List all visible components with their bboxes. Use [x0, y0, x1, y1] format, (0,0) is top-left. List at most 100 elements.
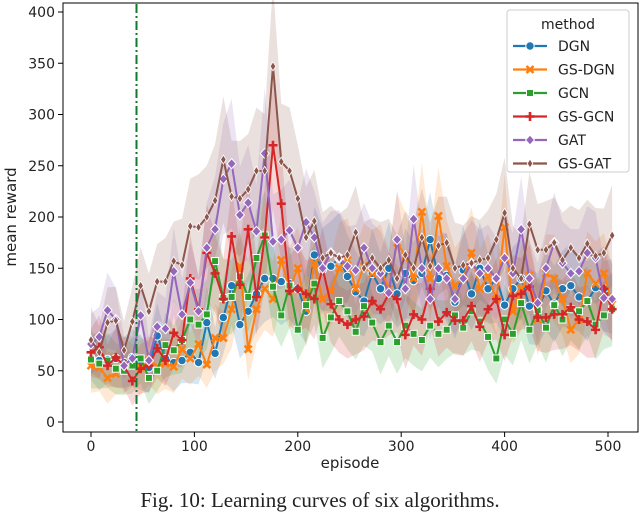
- data-point: [442, 325, 451, 334]
- data-point: [433, 262, 444, 274]
- data-point: [293, 325, 302, 334]
- data-point: [326, 313, 335, 322]
- data-point: [600, 247, 608, 259]
- data-point: [244, 292, 253, 301]
- data-point: [293, 263, 303, 273]
- data-point: [226, 157, 237, 170]
- data-point: [185, 276, 196, 289]
- data-point: [584, 238, 591, 249]
- data-point: [318, 294, 328, 304]
- data-point: [515, 223, 527, 236]
- data-point: [582, 247, 593, 259]
- data-point: [185, 354, 195, 363]
- legend-label: DGN: [558, 39, 590, 55]
- data-point: [367, 296, 377, 306]
- data-point: [450, 281, 460, 291]
- series-gat: [85, 147, 618, 372]
- data-point: [342, 260, 353, 272]
- data-point: [242, 196, 254, 209]
- data-point: [209, 223, 221, 236]
- data-point: [186, 220, 194, 232]
- data-point: [127, 352, 138, 365]
- data-point: [467, 248, 476, 258]
- data-point: [177, 355, 187, 366]
- data-point: [302, 232, 310, 243]
- legend-item-gs-gcn: GS-GCN: [513, 110, 614, 126]
- data-point: [193, 357, 204, 368]
- data-point: [326, 261, 336, 271]
- data-point: [284, 224, 295, 237]
- data-point: [449, 293, 461, 305]
- data-point: [176, 308, 188, 321]
- series-gs-gat: [87, 61, 616, 358]
- data-point: [193, 305, 204, 318]
- data-point: [526, 218, 533, 230]
- data-point: [409, 309, 419, 319]
- data-point: [285, 286, 295, 296]
- data-point: [137, 280, 144, 291]
- data-point: [566, 325, 576, 335]
- data-point: [351, 327, 360, 336]
- y-tick-label: 400: [28, 5, 55, 21]
- data-point: [309, 294, 319, 304]
- data-point: [491, 272, 502, 285]
- legend-title: method: [541, 17, 595, 33]
- data-point: [218, 294, 228, 304]
- data-point: [227, 304, 237, 314]
- data-point: [424, 293, 436, 305]
- data-point: [516, 289, 526, 299]
- legend-item-gcn: GCN: [513, 86, 589, 102]
- data-point: [277, 156, 285, 167]
- data-point: [425, 234, 435, 245]
- data-point: [218, 312, 229, 323]
- data-point: [573, 265, 585, 278]
- data-point: [309, 258, 319, 268]
- data-point: [160, 356, 170, 365]
- data-point: [608, 230, 616, 241]
- data-point: [377, 262, 384, 274]
- data-point: [311, 215, 318, 227]
- confidence-band-gcn: [91, 191, 613, 405]
- data-point: [524, 272, 535, 285]
- data-point: [493, 234, 500, 245]
- data-point: [318, 333, 327, 342]
- data-point: [268, 140, 278, 150]
- data-point: [335, 252, 343, 264]
- x-axis-label: episode: [321, 454, 380, 472]
- data-point: [425, 274, 435, 283]
- data-point: [434, 329, 443, 338]
- data-point: [178, 259, 186, 271]
- data-point: [111, 352, 121, 362]
- data-point: [442, 261, 452, 271]
- data-point: [542, 244, 550, 256]
- data-point: [417, 315, 427, 324]
- data-point: [409, 274, 419, 283]
- data-point: [293, 284, 303, 294]
- y-axis-ticks: 0 50 100 150 200 250 300 350 400: [28, 5, 63, 431]
- legend-marker: [524, 134, 536, 146]
- data-point: [111, 364, 120, 373]
- data-point: [152, 343, 162, 353]
- data-point: [376, 304, 386, 314]
- x-tick-label: 500: [595, 439, 622, 455]
- x-axis-ticks: 0 100 200 300 400 500: [87, 432, 622, 455]
- data-point: [441, 272, 452, 285]
- data-point: [558, 294, 567, 304]
- data-point: [220, 154, 227, 165]
- data-point: [235, 319, 245, 330]
- data-point: [375, 284, 386, 294]
- data-point: [475, 322, 485, 332]
- data-point: [170, 255, 177, 267]
- data-point: [582, 268, 592, 278]
- data-point: [210, 333, 220, 343]
- data-point: [326, 299, 336, 309]
- data-point: [227, 292, 236, 301]
- data-point: [575, 307, 584, 316]
- data-point: [87, 355, 95, 364]
- data-point: [559, 254, 566, 266]
- data-point: [368, 252, 376, 264]
- data-point: [443, 237, 450, 248]
- data-point: [459, 259, 467, 271]
- legend-item-gs-gat: GS-GAT: [513, 157, 612, 173]
